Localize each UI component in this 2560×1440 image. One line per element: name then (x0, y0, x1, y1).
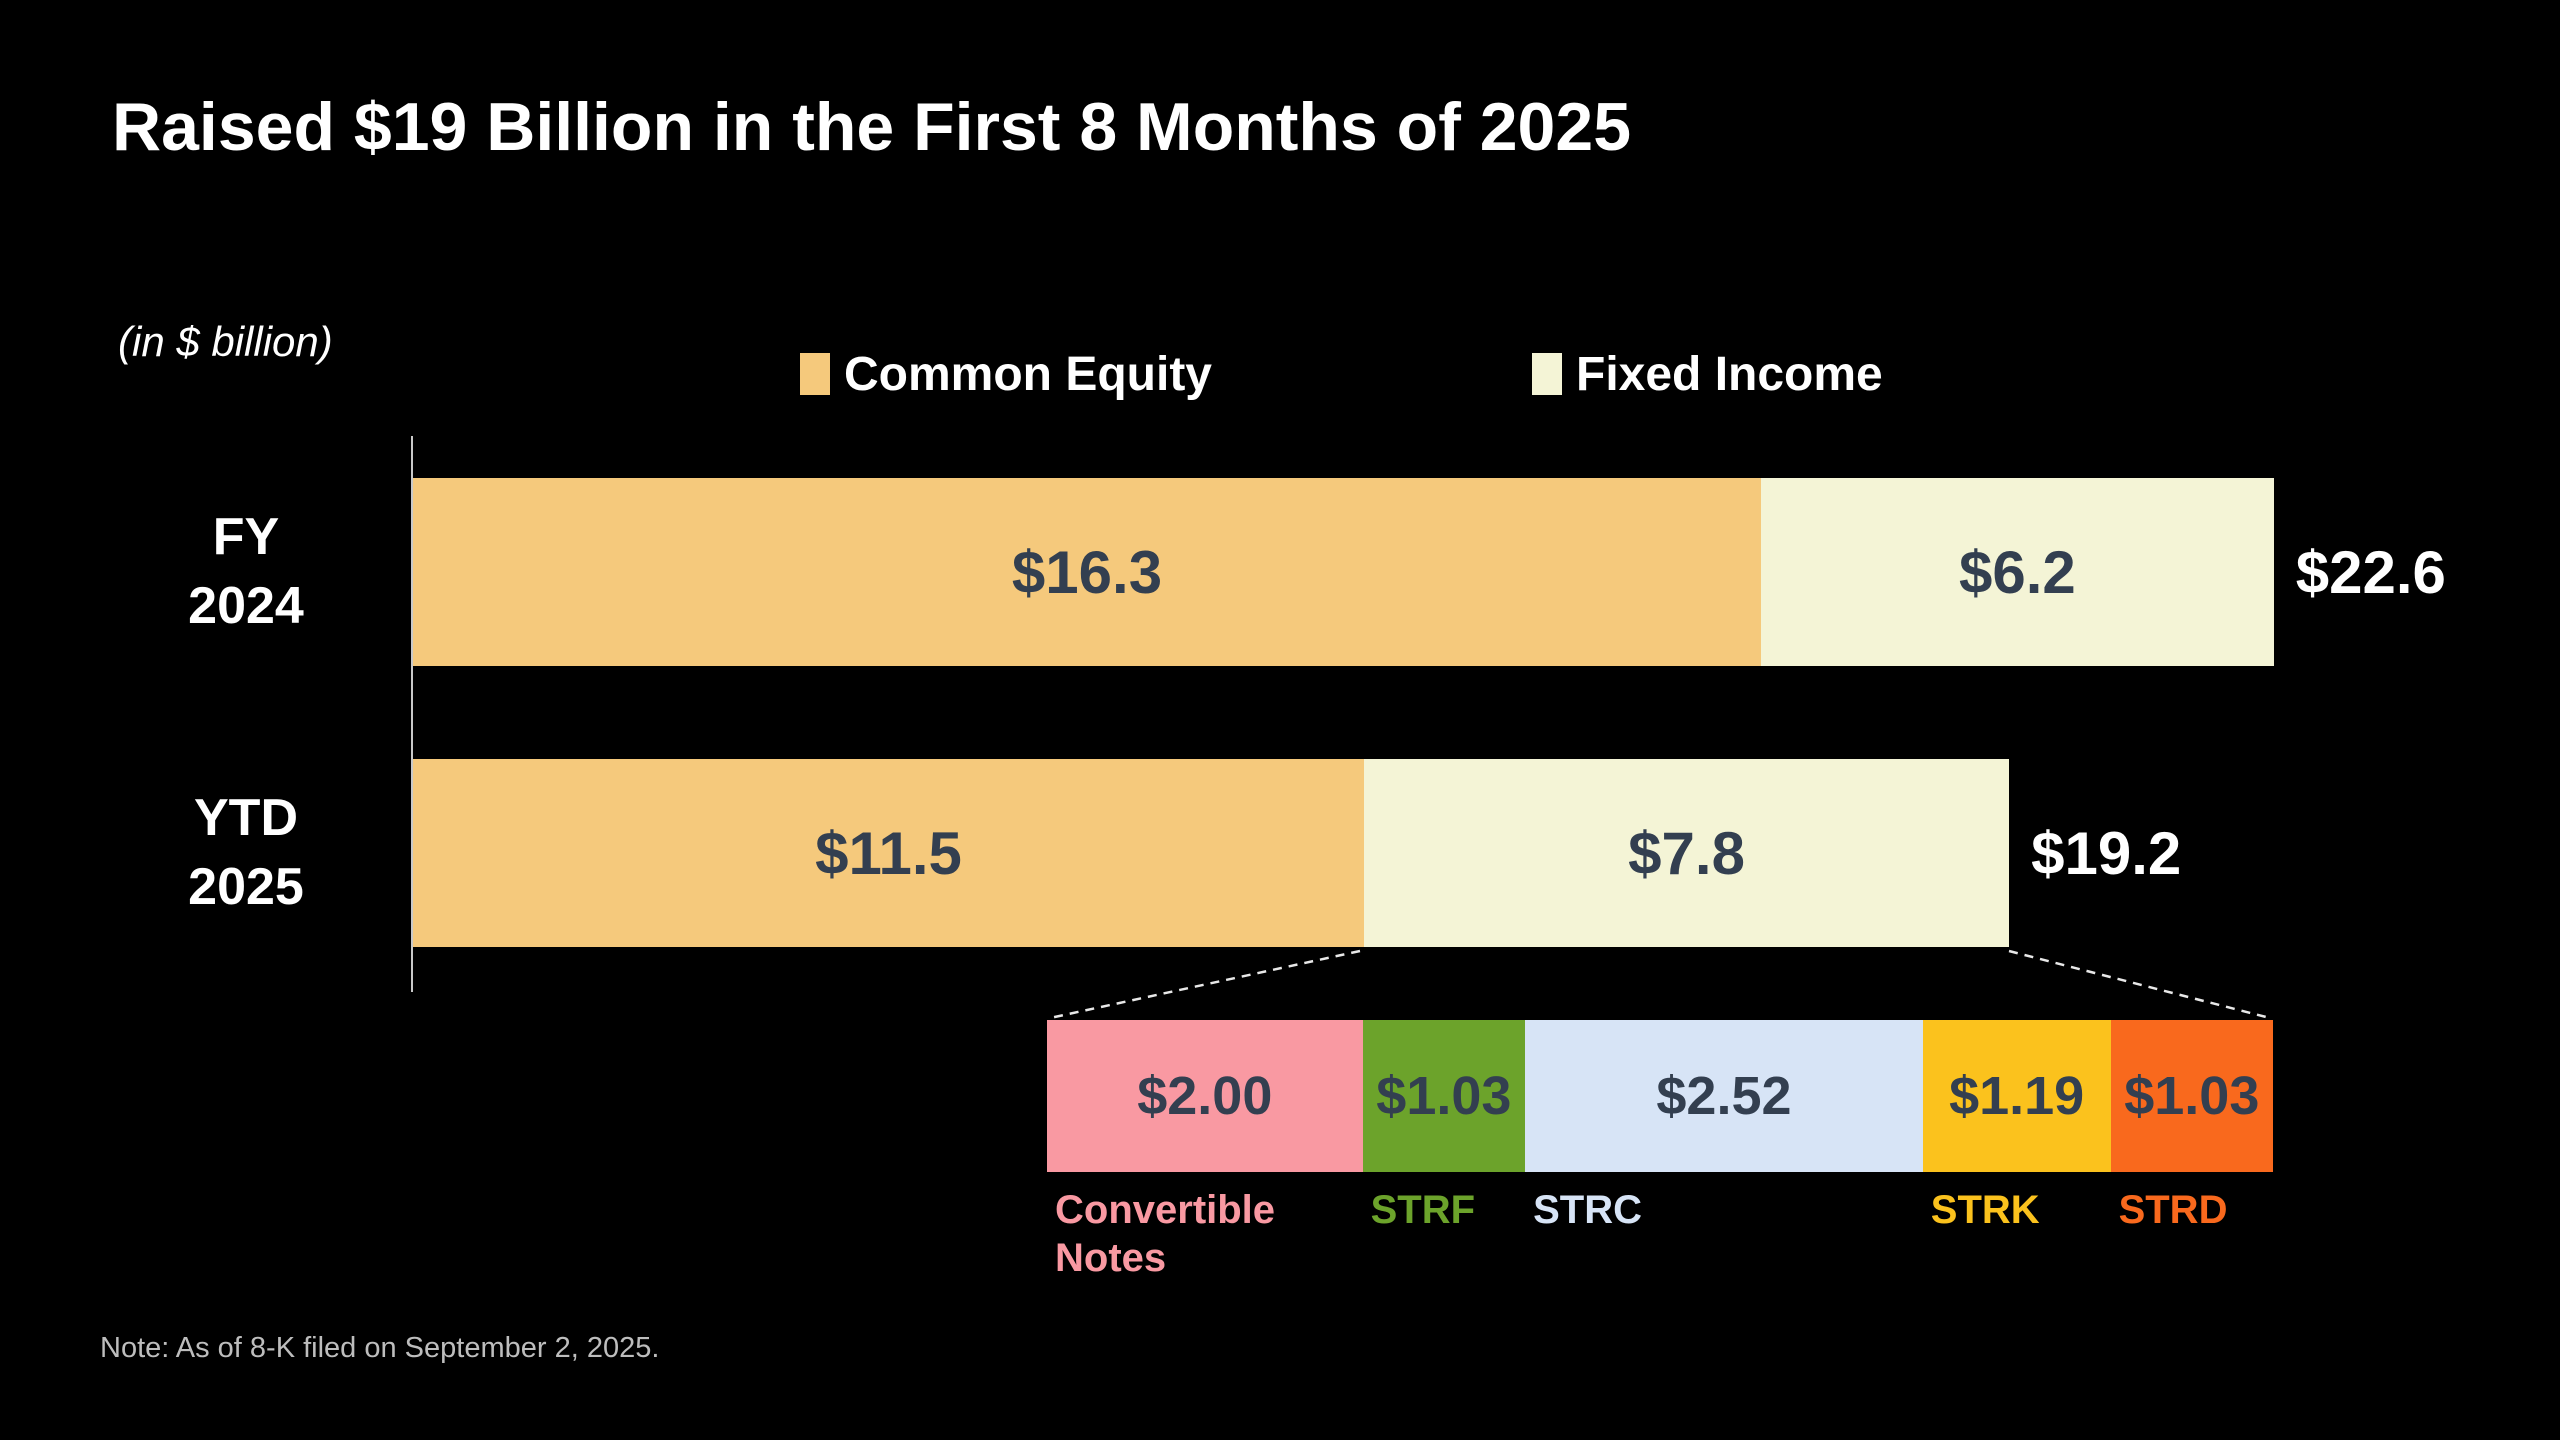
legend-label: Common Equity (844, 347, 1212, 401)
fixed-income-breakdown-bar: $2.00 $1.03 $2.52 $1.19 $1.03 (1047, 1020, 2274, 1172)
bar-segment-value: $6.2 (1958, 538, 2076, 606)
bar-segment-value: $7.8 (1628, 819, 1745, 887)
legend-label: Fixed Income (1576, 347, 1883, 401)
breakdown-segment-value: $2.52 (1656, 1066, 1792, 1126)
category-label-ytd-2025: YTD 2025 (96, 759, 396, 947)
breakdown-segment-value: $1.03 (2124, 1066, 2260, 1126)
units-label: (in $ billion) (118, 318, 333, 365)
breakdown-segment-label-strk: STRK (1930, 1188, 2040, 1232)
breakdown-segment-label-convertible-notes: Convertible Notes (1055, 1188, 1276, 1280)
category-axis-line (411, 436, 413, 992)
category-line: FY (212, 508, 280, 567)
category-line: 2024 (188, 577, 304, 635)
breakdown-segment-value: $1.19 (1949, 1066, 2085, 1126)
breakdown-segment-label-strf: STRF (1370, 1188, 1476, 1232)
fixed-income-swatch-icon (1532, 353, 1562, 395)
stacked-bar-ytd-2025: $11.5 $7.8 (413, 759, 2010, 947)
breakdown-segment-label-strd: STRD (2118, 1188, 2228, 1232)
stacked-bar-fy-2024: $16.3 $6.2 (413, 478, 2274, 666)
bar-segment-value: $11.5 (815, 819, 962, 887)
breakdown-segment-value: $1.03 (1376, 1066, 1512, 1126)
bar-segment-value: $16.3 (1011, 538, 1163, 606)
category-line: 2025 (188, 858, 304, 916)
legend-item-common-equity: Common Equity (800, 347, 1212, 401)
legend-item-fixed-income: Fixed Income (1532, 347, 1883, 401)
category-label-fy-2024: FY 2024 (96, 478, 396, 666)
breakdown-segment-strd: $1.03 (2110, 1020, 2274, 1172)
chart-title: Raised $19 Billion in the First 8 Months… (112, 89, 1632, 165)
total-label-ytd-2025: $19.2 (2031, 819, 2182, 887)
breakdown-segment-convertible-notes: $2.00 (1047, 1020, 1363, 1172)
bar-segment-fixed-income: $6.2 (1761, 478, 2274, 666)
breakdown-segment-strk: $1.19 (1922, 1020, 2111, 1172)
breakdown-segment-strc: $2.52 (1525, 1020, 1923, 1172)
breakdown-segment-strf: $1.03 (1362, 1020, 1526, 1172)
breakdown-segment-label-strc: STRC (1533, 1188, 1643, 1232)
bar-segment-common-equity: $11.5 (413, 759, 1365, 947)
total-label-fy-2024: $22.6 (2295, 538, 2446, 606)
category-line: YTD (194, 789, 298, 848)
bar-segment-fixed-income: $7.8 (1364, 759, 2010, 947)
footnote: Note: As of 8-K filed on September 2, 20… (100, 1332, 660, 1364)
breakdown-segment-value: $2.00 (1137, 1066, 1273, 1126)
common-equity-swatch-icon (800, 353, 830, 395)
bar-segment-common-equity: $16.3 (413, 478, 1761, 666)
